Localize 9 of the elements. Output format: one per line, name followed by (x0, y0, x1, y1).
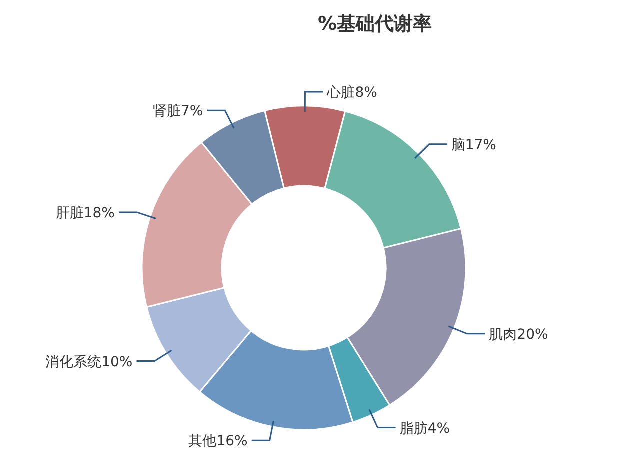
chart-title: %基础代谢率 (318, 13, 432, 35)
slice-label: 脂肪4% (400, 420, 450, 437)
slice-label: 其他16% (188, 434, 248, 450)
slice-label: 脑17% (451, 137, 496, 154)
slice-label: 肾脏7% (152, 104, 204, 120)
slice-label: 肌肉20% (489, 326, 548, 343)
slice-label: 心脏8% (326, 85, 378, 102)
slice-label: 消化系统10% (46, 354, 133, 370)
slice-label: 肝脏18% (56, 205, 115, 222)
